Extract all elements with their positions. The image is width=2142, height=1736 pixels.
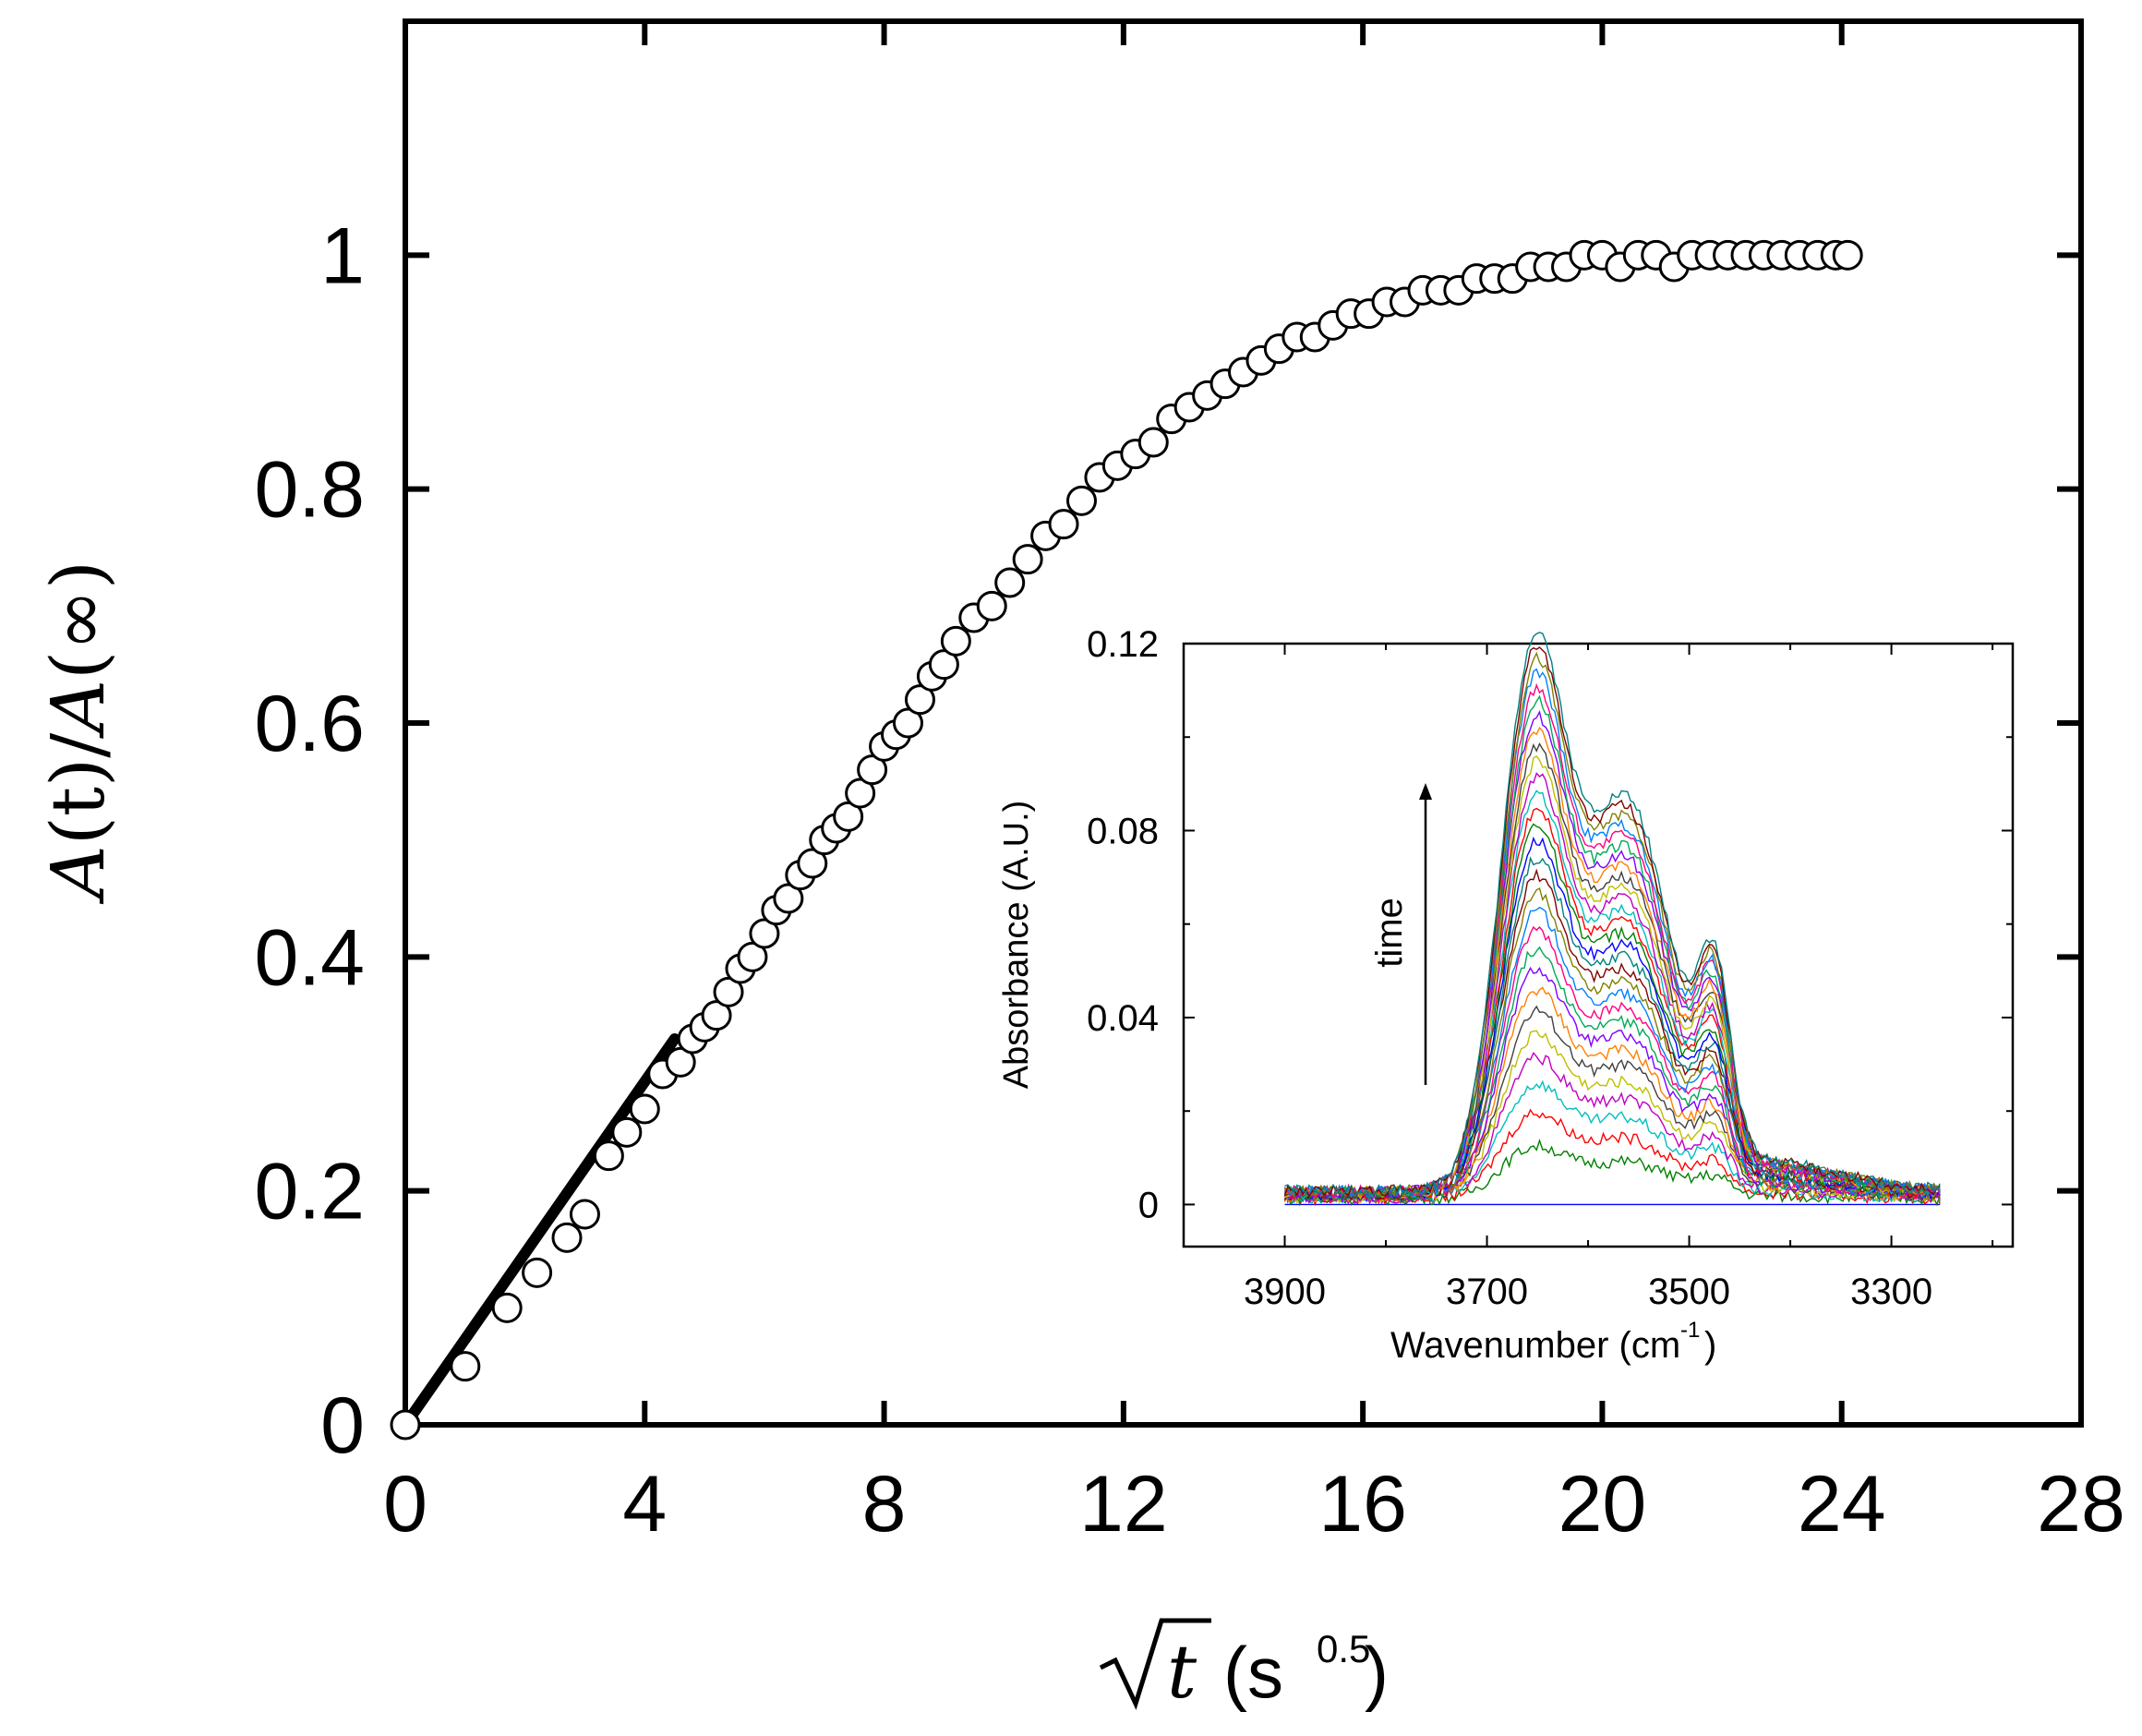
data-point xyxy=(450,1351,481,1382)
data-point xyxy=(1012,544,1043,575)
data-point xyxy=(994,567,1026,598)
spectrum-line xyxy=(1283,651,1941,1199)
time-arrow-icon xyxy=(1419,783,1432,800)
x-tick-label: 8 xyxy=(862,1460,907,1549)
y-tick-label: 0.8 xyxy=(254,446,365,535)
inset-x-axis-label: Wavenumber (cm -1 ) xyxy=(1390,1318,1716,1366)
y-tick-label: 0.2 xyxy=(254,1148,365,1236)
y-tick-label: 0.4 xyxy=(254,913,365,1002)
sqrt-sign-icon xyxy=(1099,1618,1211,1710)
spectrum-line xyxy=(1284,632,1941,1198)
data-point xyxy=(845,778,876,809)
x-axis-label-exponent: 0.5 xyxy=(1317,1627,1370,1670)
data-point xyxy=(904,684,935,716)
inset-y-tick-label: 0.12 xyxy=(1087,624,1159,665)
data-point xyxy=(1048,509,1079,540)
x-tick-label: 24 xyxy=(1798,1460,1886,1549)
spectrum-line xyxy=(1283,823,1941,1200)
x-tick-label: 28 xyxy=(2037,1460,2125,1549)
data-point xyxy=(665,1046,696,1078)
inset-x-tick-label: 3700 xyxy=(1446,1272,1528,1312)
data-point xyxy=(833,801,864,832)
inset-y-tick-label: 0.08 xyxy=(1087,811,1159,851)
x-tick-label: 4 xyxy=(622,1460,667,1549)
data-point xyxy=(1065,485,1097,516)
data-point xyxy=(1137,427,1169,458)
data-point xyxy=(593,1140,624,1172)
x-axis-label-symbol: t xyxy=(1167,1629,1197,1715)
y-tick-label: 1 xyxy=(320,211,365,300)
data-point xyxy=(797,848,828,879)
data-point xyxy=(857,754,888,786)
data-point xyxy=(701,1000,732,1031)
linear-fit-line xyxy=(400,1033,680,1430)
data-point xyxy=(1832,239,1863,271)
x-tick-label: 0 xyxy=(383,1460,427,1549)
data-point xyxy=(940,625,971,657)
x-tick-label: 20 xyxy=(1558,1460,1647,1549)
inset-spectra xyxy=(1283,632,1941,1207)
x-axis-label: t (s 0.5 ) xyxy=(1099,1618,1389,1715)
data-point xyxy=(522,1257,553,1288)
inset-ticks xyxy=(1184,643,2013,1247)
data-point xyxy=(551,1222,583,1253)
inset-tick-labels: 3900 3700 3500 3300 0 0.04 0.08 0.12 xyxy=(1087,624,1932,1312)
inset-plot-frame xyxy=(1182,642,2015,1248)
data-point xyxy=(893,707,923,739)
y-tick-label: 0 xyxy=(320,1381,365,1470)
data-points xyxy=(390,239,1863,1441)
spectrum-line xyxy=(1283,1051,1941,1205)
data-point xyxy=(713,976,744,1007)
data-point xyxy=(928,649,959,681)
data-point xyxy=(491,1292,523,1323)
data-point xyxy=(976,590,1007,621)
x-axis-label-unit: (s xyxy=(1223,1632,1283,1713)
inset-x-tick-label: 3900 xyxy=(1244,1272,1326,1312)
inset-x-axis-label-text: Wavenumber (cm xyxy=(1390,1325,1680,1366)
inset-y-tick-label: 0 xyxy=(1138,1185,1159,1225)
inset-y-tick-label: 0.04 xyxy=(1087,998,1159,1039)
main-chart: 0 4 8 12 16 20 24 28 0 0.2 0.4 0.6 0.8 1 A(t)/A(∞) t … xyxy=(35,18,2125,1715)
inset-chart: 3900 3700 3500 3300 0 0.04 0.08 0.12 time Absor… xyxy=(997,624,2015,1366)
data-point xyxy=(390,1409,421,1441)
x-tick-label: 12 xyxy=(1079,1460,1168,1549)
y-axis-label: A(t)/A(∞) xyxy=(35,561,121,905)
data-point xyxy=(611,1116,643,1148)
time-annotation: time xyxy=(1369,898,1410,968)
main-tick-labels: 0 4 8 12 16 20 24 28 0 0.2 0.4 0.6 0.8 1 xyxy=(254,211,2124,1549)
data-point xyxy=(629,1093,660,1125)
data-point xyxy=(773,883,804,914)
data-point xyxy=(737,941,768,972)
data-point xyxy=(569,1199,600,1230)
data-point xyxy=(749,918,780,949)
y-tick-label: 0.6 xyxy=(254,680,365,768)
inset-x-axis-label-close: ) xyxy=(1704,1325,1716,1366)
inset-y-axis-label: Absorbance (A.U.) xyxy=(997,801,1036,1090)
inset-x-tick-label: 3500 xyxy=(1648,1272,1730,1312)
x-tick-label: 16 xyxy=(1318,1460,1407,1549)
inset-x-axis-label-exponent: -1 xyxy=(1680,1318,1700,1343)
inset-x-tick-label: 3300 xyxy=(1850,1272,1932,1312)
x-axis-label-close: ) xyxy=(1365,1632,1389,1713)
